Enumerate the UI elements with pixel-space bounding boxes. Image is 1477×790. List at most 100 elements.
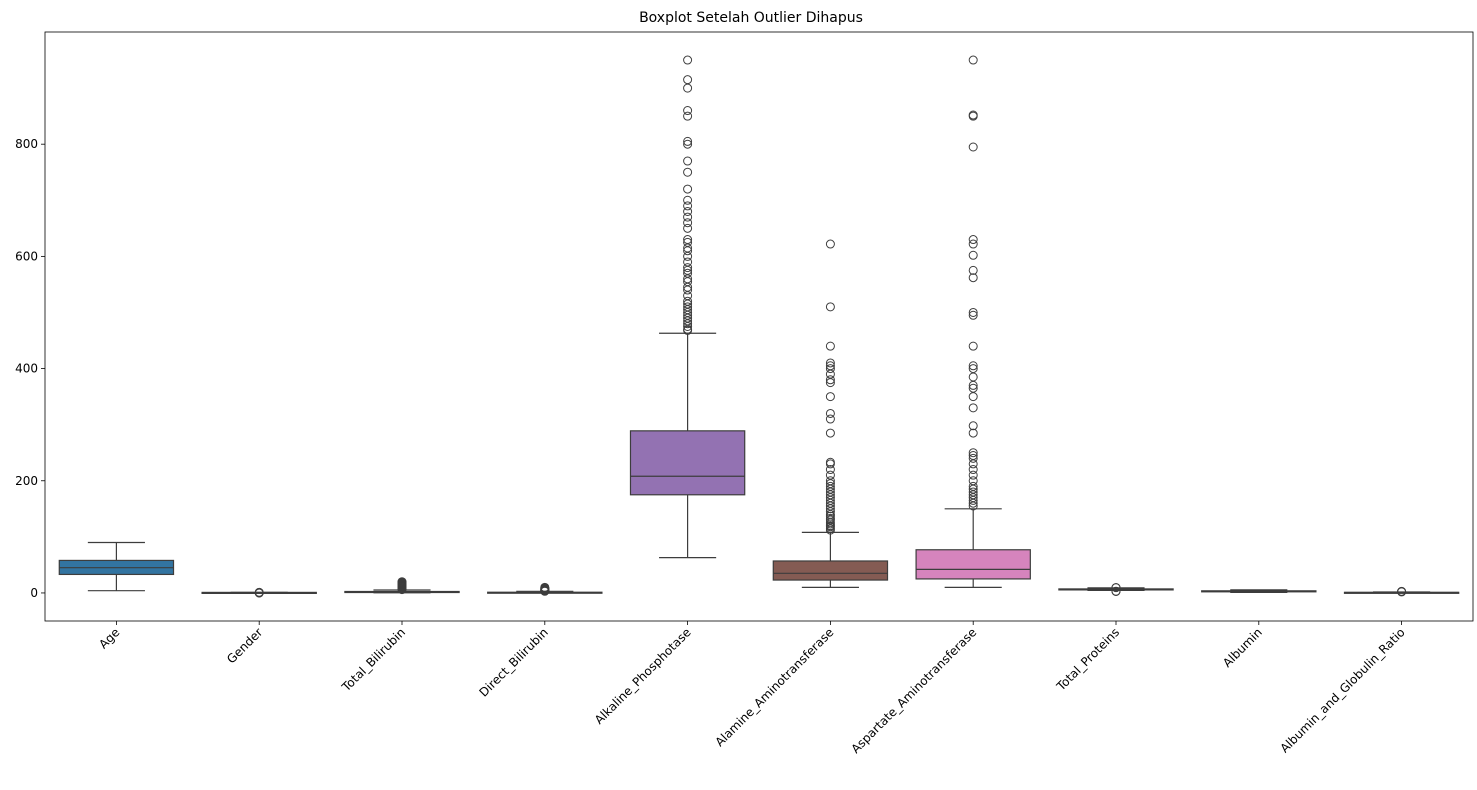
outlier-point [683,263,693,273]
outlier-point [968,428,978,438]
outlier-point [825,470,835,480]
y-tick-label: 400 [15,362,38,376]
box-total-bilirubin [344,577,460,595]
outlier-point [683,218,693,228]
chart-title: Boxplot Setelah Outlier Dihapus [639,10,863,26]
outlier-point [968,465,978,475]
outlier-point [683,75,693,85]
outlier-point [968,307,978,317]
outlier-point [968,372,978,382]
plot-area [58,55,1460,598]
outlier-point [825,341,835,351]
outlier-point [968,265,978,275]
outlier-point [968,487,978,497]
outlier-point [968,250,978,260]
outlier-point [968,476,978,486]
outlier-point [683,296,693,306]
outlier-point [968,383,978,393]
outlier-point [683,237,693,247]
outlier-point [968,481,978,491]
outlier-point [968,392,978,402]
outlier-point [683,212,693,222]
outlier-point [1397,586,1407,596]
y-axis: 0 200 400 600 800 [15,137,45,600]
outlier-point [825,408,835,418]
outlier-point [825,361,835,371]
y-tick-label: 600 [15,249,38,263]
outlier-point [683,257,693,267]
outlier-point [683,106,693,116]
x-tick-label: Age [96,625,122,651]
outlier-point [968,235,978,245]
outlier-point [683,201,693,211]
outlier-point [825,392,835,402]
outlier-point [825,476,835,486]
x-tick-label: Direct_Bilirubin [476,625,550,699]
box-gender [201,587,317,598]
outlier-point [683,167,693,177]
outlier-point [254,588,264,598]
outlier-point [968,55,978,65]
outlier-point [683,207,693,217]
box-albumin [1201,589,1317,594]
x-tick-label: Albumin_and_Globulin_Ratio [1277,625,1407,755]
box-alkaline-phosphotase [629,55,746,559]
outlier-point [825,481,835,491]
y-tick-label: 800 [15,137,38,151]
outlier-point [968,451,978,461]
outlier-point [1111,583,1121,593]
outlier-point [825,375,835,385]
x-tick-label: Aspartate_Aminotransferase [848,625,979,756]
outlier-point [968,448,978,458]
iqr-box [915,549,1031,580]
x-axis: Age Gender Total_Bilirubin Direct_Bilirubin… [96,621,1408,756]
outlier-point [968,310,978,320]
outlier-point [968,421,978,431]
y-tick-label: 200 [15,474,38,488]
outlier-point [968,470,978,480]
outlier-point [683,302,693,312]
outlier-point [825,358,835,368]
outlier-point [825,513,835,523]
outlier-point [683,195,693,205]
x-tick-label: Alkaline_Phosphotase [592,625,694,727]
outlier-point [968,142,978,152]
box-total-proteins [1058,583,1174,596]
outlier-point [968,403,978,413]
x-tick-label: Alamine_Aminotransferase [712,625,836,749]
x-tick-label: Albumin [1220,625,1265,670]
y-tick-label: 0 [30,586,38,600]
outlier-point [683,268,693,278]
axes-frame [44,31,1474,622]
outlier-point [968,453,978,463]
outlier-point [683,235,693,245]
box-aspartate-aminotransferase [915,55,1031,588]
outlier-point [683,156,693,166]
x-tick-label: Total_Bilirubin [339,625,409,695]
outlier-point [540,582,550,592]
outlier-point [683,184,693,194]
outlier-point [825,428,835,438]
outlier-point [825,465,835,475]
outlier-point [825,302,835,312]
outlier-point [968,341,978,351]
box-age [58,541,175,592]
outlier-point [968,239,978,249]
outlier-point [1111,586,1121,596]
outlier-point [825,414,835,424]
box-direct-bilirubin [487,582,603,596]
iqr-box [772,560,889,581]
outlier-point [683,111,693,121]
outlier-point [683,83,693,93]
box-alamine-aminotransferase [772,239,889,588]
outlier-point [825,364,835,374]
outlier-point [968,364,978,374]
outlier-point [683,55,693,65]
outlier-point [683,139,693,149]
outlier-point [683,223,693,233]
x-tick-label: Total_Proteins [1053,625,1122,694]
outlier-point [683,136,693,146]
outlier-point [968,110,978,120]
outlier-point [968,273,978,283]
